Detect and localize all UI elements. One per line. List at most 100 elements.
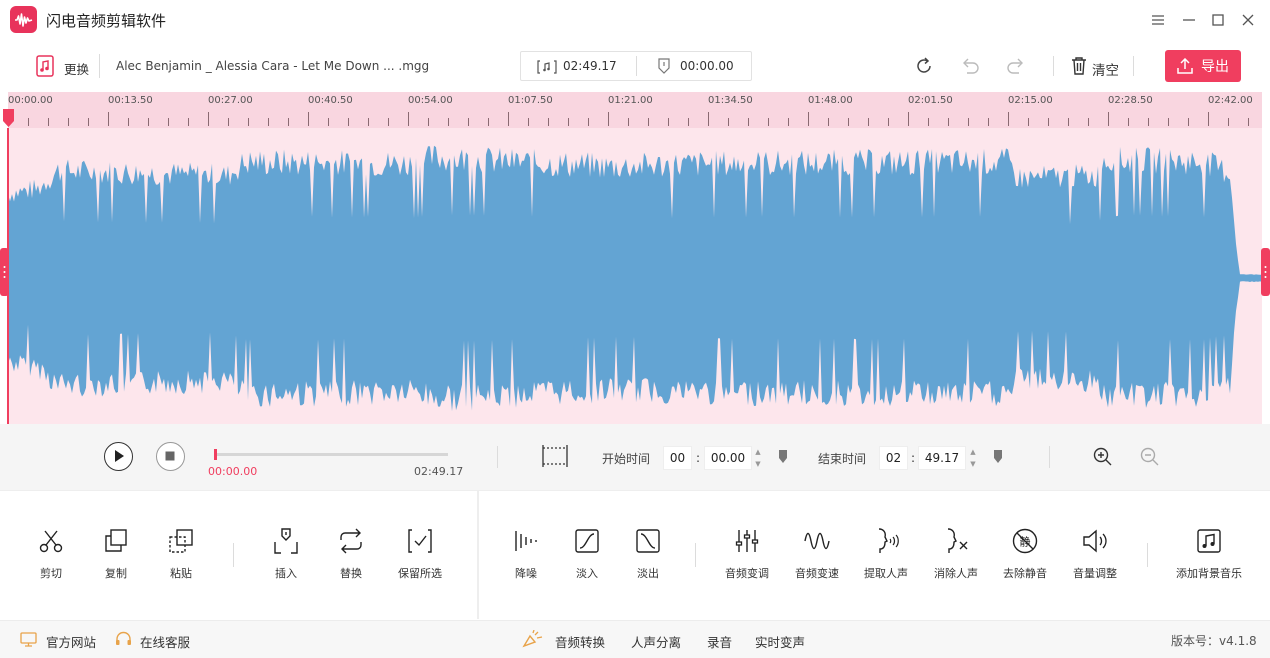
fade-in-icon xyxy=(575,529,599,553)
left-trim-handle[interactable] xyxy=(0,248,9,296)
divider xyxy=(1147,543,1148,567)
time-ruler[interactable]: 00:00.00 00:13.50 00:27.00 00:40.50 00:54.00… xyxy=(8,92,1262,128)
ruler-ticks xyxy=(8,112,1249,126)
divider xyxy=(1133,56,1134,76)
realtime-voice-link[interactable]: 实时变声 xyxy=(755,635,806,650)
start-spinner[interactable]: ▲ ▼ xyxy=(755,448,761,468)
scissors-icon xyxy=(39,530,63,553)
volume-tool[interactable]: 音量调整 xyxy=(1055,527,1135,587)
waveform-panel[interactable]: 00:00.00 00:13.50 00:27.00 00:40.50 00:54.00… xyxy=(3,92,1262,424)
start-marker-icon[interactable] xyxy=(778,449,788,469)
headset-icon[interactable] xyxy=(115,631,132,652)
right-trim-handle[interactable] xyxy=(1261,248,1270,296)
ruler-label: 01:48.00 xyxy=(808,95,853,106)
ruler-label: 02:15.00 xyxy=(1008,95,1053,106)
pitch-tool[interactable]: 音频变调 xyxy=(707,527,787,587)
svg-text:静: 静 xyxy=(1020,535,1031,549)
close-icon[interactable] xyxy=(1236,8,1260,32)
replace-tool[interactable]: 替换 xyxy=(311,527,391,587)
copy-icon xyxy=(105,529,127,552)
zoom-out-icon[interactable] xyxy=(1140,447,1159,470)
zoom-in-icon[interactable] xyxy=(1093,447,1112,470)
playhead-handle[interactable] xyxy=(3,109,14,131)
bgm-icon xyxy=(1197,529,1221,553)
current-time: 00:00.00 xyxy=(208,465,258,478)
colon: : xyxy=(911,451,916,465)
undo-icon[interactable] xyxy=(960,58,980,78)
copy-label: 复制 xyxy=(105,567,127,580)
extract-voice-label: 提取人声 xyxy=(864,567,908,580)
fade-out-label: 淡出 xyxy=(637,567,659,580)
record-link[interactable]: 录音 xyxy=(707,635,733,650)
trash-icon[interactable] xyxy=(1071,57,1087,79)
remove-silence-tool[interactable]: 静 去除静音 xyxy=(985,527,1065,587)
total-time: 02:49.17 xyxy=(414,465,464,478)
divider xyxy=(233,543,234,567)
end-spinner[interactable]: ▲ ▼ xyxy=(970,448,976,468)
duration-icon xyxy=(537,59,557,78)
version-label: 版本号： xyxy=(1171,634,1220,648)
minimize-icon[interactable] xyxy=(1177,8,1201,32)
end-marker-icon[interactable] xyxy=(993,449,1003,469)
start-minute-input[interactable]: 00 xyxy=(663,446,692,470)
replace-file-button[interactable]: 更换 xyxy=(64,62,90,77)
select-range-icon[interactable] xyxy=(541,444,569,472)
insert-tool[interactable]: 插入 xyxy=(246,527,326,587)
paste-icon xyxy=(169,529,193,553)
paste-tool[interactable]: 粘贴 xyxy=(141,527,221,587)
clear-button[interactable]: 清空 xyxy=(1092,63,1119,79)
maximize-icon[interactable] xyxy=(1206,8,1230,32)
silence-icon: 静 xyxy=(1012,528,1038,554)
menu-icon[interactable] xyxy=(1146,8,1170,32)
playback-controls: 00:00.00 02:49.17 开始时间 00 : 00.00 ▲ ▼ 结束时… xyxy=(0,424,1270,490)
music-file-icon[interactable] xyxy=(36,55,54,81)
start-time-label: 开始时间 xyxy=(602,452,651,466)
ruler-label: 00:54.00 xyxy=(408,95,453,106)
divider xyxy=(99,54,100,78)
divider xyxy=(1049,446,1050,468)
ruler-label: 01:34.50 xyxy=(708,95,753,106)
support-link[interactable]: 在线客服 xyxy=(140,635,191,650)
convert-icon[interactable] xyxy=(522,629,544,653)
redo-icon[interactable] xyxy=(1006,58,1026,78)
start-second-input[interactable]: 00.00 xyxy=(704,446,752,470)
refresh-icon[interactable] xyxy=(915,57,933,79)
website-link[interactable]: 官方网站 xyxy=(46,635,97,650)
remove-voice-tool[interactable]: 消除人声 xyxy=(916,527,996,587)
wave-icon xyxy=(804,532,830,550)
keep-selection-tool[interactable]: 保留所选 xyxy=(380,527,460,587)
audio-convert-link[interactable]: 音频转换 xyxy=(555,635,606,650)
copy-tool[interactable]: 复制 xyxy=(76,527,156,587)
equalizer-icon xyxy=(735,530,759,552)
add-bgm-tool[interactable]: 添加背景音乐 xyxy=(1169,527,1249,587)
fade-in-tool[interactable]: 淡入 xyxy=(547,527,627,587)
insert-label: 插入 xyxy=(275,567,297,580)
title-bar: 闪电音频剪辑软件 xyxy=(0,0,1270,40)
ruler-label: 00:27.00 xyxy=(208,95,253,106)
end-time-label: 结束时间 xyxy=(818,452,867,466)
progress-knob[interactable] xyxy=(214,449,217,460)
extract-voice-tool[interactable]: 提取人声 xyxy=(846,527,926,587)
stop-button[interactable] xyxy=(156,442,185,471)
denoise-tool[interactable]: 降噪 xyxy=(486,527,566,587)
version-number: v4.1.8 xyxy=(1219,634,1257,648)
audio-waveform[interactable] xyxy=(8,128,1262,424)
footer: 官方网站 在线客服 音频转换 人声分离 录音 实时变声 版本号：v4.1.8 xyxy=(0,620,1270,658)
progress-slider[interactable] xyxy=(214,449,448,460)
end-second-input[interactable]: 49.17 xyxy=(918,446,966,470)
voice-separate-link[interactable]: 人声分离 xyxy=(631,635,682,650)
export-button[interactable]: 导出 xyxy=(1165,50,1241,82)
app-title: 闪电音频剪辑软件 xyxy=(46,12,167,30)
cut-tool[interactable]: 剪切 xyxy=(11,527,91,587)
play-button[interactable] xyxy=(104,442,133,471)
toolbar: 更换 Alec Benjamin _ Alessia Cara - Let Me… xyxy=(0,40,1270,92)
website-icon[interactable] xyxy=(20,632,37,651)
ruler-label: 00:00.00 xyxy=(8,95,53,106)
divider xyxy=(477,491,479,619)
fade-out-tool[interactable]: 淡出 xyxy=(608,527,688,587)
speed-tool[interactable]: 音频变速 xyxy=(777,527,857,587)
fade-in-label: 淡入 xyxy=(576,567,598,580)
remove-voice-label: 消除人声 xyxy=(934,567,978,580)
replace-label: 替换 xyxy=(340,567,362,580)
end-minute-input[interactable]: 02 xyxy=(879,446,908,470)
